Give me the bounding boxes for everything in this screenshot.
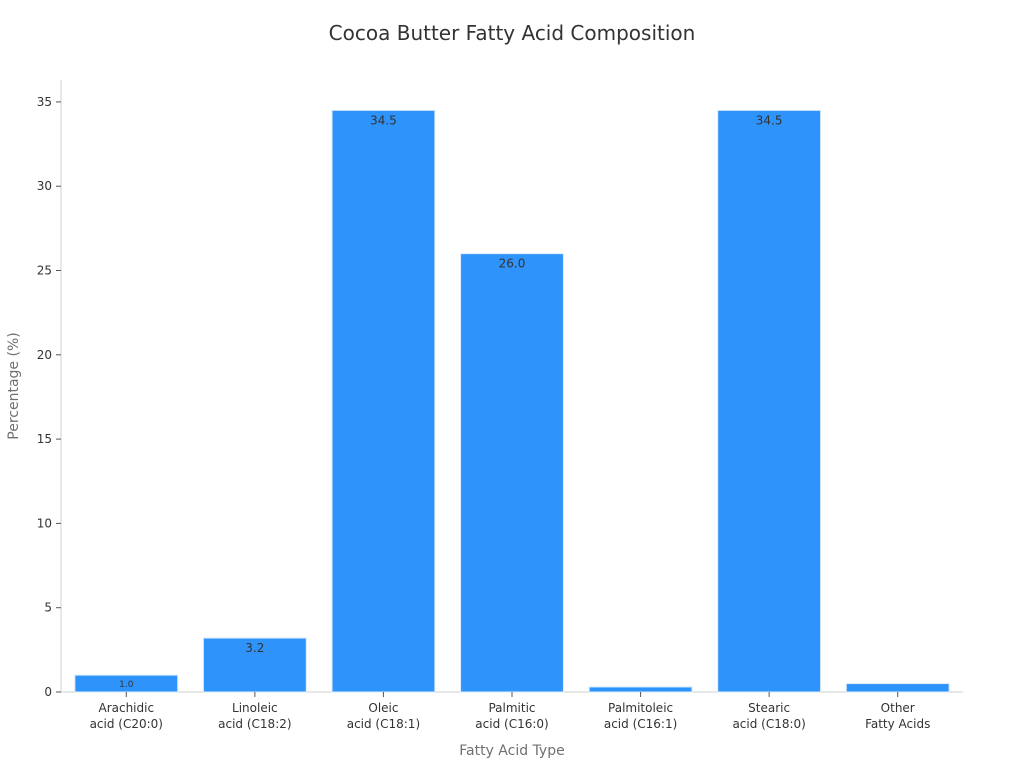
x-tick-label: Arachidic	[98, 701, 154, 715]
bar	[331, 109, 436, 693]
y-axis-label: Percentage (%)	[6, 332, 22, 439]
bar	[202, 637, 307, 693]
y-tick-label: 5	[44, 601, 52, 615]
x-tick-label: Oleic	[368, 701, 398, 715]
data-label: 1.0	[119, 680, 134, 690]
bar	[460, 253, 564, 693]
data-label: 34.5	[756, 113, 783, 127]
data-label: 3.2	[245, 641, 264, 655]
x-tick-label: Palmitoleic	[608, 701, 673, 715]
y-tick-label: 10	[37, 516, 52, 530]
bar	[845, 683, 950, 693]
x-tick-label: Palmitic	[488, 701, 535, 715]
x-tick-label: acid (C16:0)	[475, 717, 548, 731]
y-tick-label: 0	[44, 685, 52, 699]
x-tick-label: acid (C16:1)	[604, 717, 677, 731]
y-tick-labels: 0 5 10 15 20 25 30 35	[37, 95, 61, 699]
x-tick-label: Stearic	[748, 701, 790, 715]
x-tick-label: Linoleic	[232, 701, 278, 715]
bars	[74, 109, 950, 693]
x-tick-label: Fatty Acids	[865, 717, 930, 731]
data-labels: 1.0 3.2 34.5 26.0 34.5	[119, 113, 782, 690]
x-axis-label: Fatty Acid Type	[459, 743, 564, 759]
y-tick-label: 15	[37, 432, 52, 446]
bar	[717, 109, 822, 693]
y-tick-label: 30	[37, 179, 52, 193]
y-tick-label: 20	[37, 348, 52, 362]
data-label: 26.0	[499, 257, 526, 271]
x-tick-label: acid (C18:1)	[347, 717, 420, 731]
x-tick-label: Other	[881, 701, 915, 715]
bar	[588, 686, 693, 693]
y-tick-label: 25	[37, 264, 52, 278]
x-tick-labels: Arachidic acid (C20:0) Linoleic acid (C18:2…	[90, 692, 930, 731]
y-tick-label: 35	[37, 95, 52, 109]
data-label: 34.5	[370, 113, 397, 127]
x-tick-label: acid (C18:2)	[218, 717, 291, 731]
chart-title: Cocoa Butter Fatty Acid Composition	[329, 21, 696, 45]
x-tick-label: acid (C20:0)	[90, 717, 163, 731]
x-tick-label: acid (C18:0)	[732, 717, 805, 731]
